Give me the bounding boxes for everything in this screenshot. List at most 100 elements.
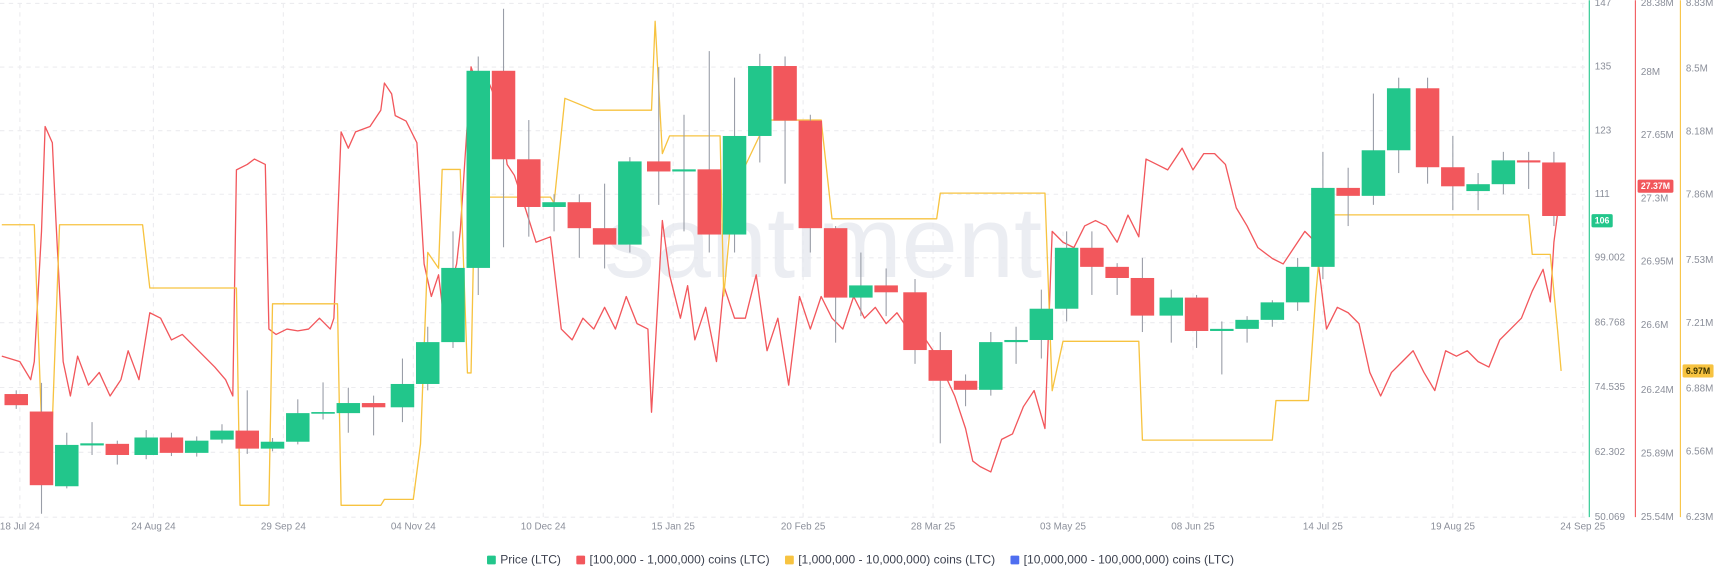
- x-tick-label: 24 Aug 24: [131, 522, 176, 533]
- current-value-marker: [1682, 364, 1714, 378]
- y-tick-label: 62.302: [1595, 447, 1625, 458]
- y-tick-label: 27.65M: [1641, 130, 1674, 141]
- candle-body: [1260, 302, 1285, 320]
- candle-body: [903, 292, 927, 351]
- y-tick-label: 86.768: [1595, 317, 1626, 328]
- candle-body: [134, 437, 158, 455]
- candle-body: [491, 70, 516, 160]
- candle-body: [672, 169, 696, 172]
- current-badge: 106: [1591, 214, 1613, 228]
- candle-body: [517, 159, 541, 207]
- candle-body: [1542, 162, 1566, 216]
- y-tick-label: 74.535: [1595, 382, 1626, 393]
- y-tick-label: 27.3M: [1641, 193, 1668, 204]
- candle-body: [773, 66, 797, 121]
- y-tick-label: 123: [1595, 125, 1612, 136]
- candle-body: [441, 267, 465, 343]
- current-value-label: 106: [1595, 216, 1610, 226]
- candle-body: [311, 412, 335, 414]
- candle-body: [1130, 277, 1155, 316]
- x-tick-label: 14 Jul 25: [1303, 522, 1344, 533]
- candle-body: [159, 437, 184, 453]
- candle-body: [928, 350, 953, 381]
- current-value-label: 27.37M: [1641, 181, 1670, 191]
- legend-label: Price (LTC): [500, 553, 561, 567]
- legend-swatch: [1010, 555, 1020, 565]
- x-tick-label: 29 Sep 24: [261, 522, 306, 533]
- candle-body: [567, 202, 592, 229]
- y-tick-label: 50.069: [1595, 512, 1626, 523]
- candle-body: [1029, 308, 1054, 340]
- legend: Price (LTC) [100,000 - 1,000,000) coins (…: [487, 553, 1234, 567]
- x-tick-label: 08 Jun 25: [1171, 522, 1215, 533]
- candle-body: [1311, 187, 1335, 267]
- y-tick-label: 6.23M: [1686, 512, 1713, 523]
- candle-body: [466, 70, 491, 268]
- y-tick-label: 111: [1595, 189, 1610, 200]
- candle-body: [1054, 247, 1079, 309]
- candle-body: [361, 403, 386, 408]
- y-tick-label: 28.38M: [1641, 0, 1674, 9]
- candle-body: [1210, 328, 1234, 331]
- y-tick-label: 135: [1595, 62, 1612, 73]
- current-badge: 27.37M: [1637, 179, 1674, 193]
- current-badge: 6.97M: [1682, 364, 1714, 378]
- candle-body: [618, 161, 642, 245]
- candle-body: [415, 342, 440, 384]
- current-value-label: 6.97M: [1686, 366, 1710, 376]
- y-tick-label: 25.89M: [1641, 448, 1674, 459]
- y-tick-label: 6.88M: [1686, 383, 1713, 394]
- candle-body: [1004, 339, 1028, 343]
- y-tick-label: 7.53M: [1686, 255, 1713, 266]
- candle-body: [1491, 160, 1516, 185]
- y-tick-label: 8.83M: [1686, 0, 1713, 9]
- candle-body: [1159, 297, 1184, 316]
- y-tick-label: 6.56M: [1686, 447, 1713, 458]
- candle-body: [390, 383, 415, 408]
- y-tick-label: 147: [1595, 0, 1611, 9]
- candle-body: [1386, 88, 1411, 151]
- candle-body: [336, 403, 361, 414]
- candle-body: [80, 443, 104, 446]
- candle-body: [592, 228, 617, 245]
- x-tick-label: 03 May 25: [1040, 522, 1087, 533]
- x-tick-label: 10 Dec 24: [521, 522, 566, 533]
- y-tick-label: 26.24M: [1641, 385, 1674, 396]
- candle-body: [1336, 187, 1360, 196]
- y-tick-label: 28M: [1641, 67, 1660, 78]
- candle-body: [1184, 297, 1209, 331]
- candle-body: [286, 413, 310, 442]
- x-tick-label: 18 Jul 24: [0, 522, 40, 533]
- x-tick-label: 19 Aug 25: [1431, 522, 1476, 533]
- y-tick-label: 26.6M: [1641, 320, 1668, 331]
- current-value-marker: [1591, 214, 1613, 228]
- x-tick-label: 04 Nov 24: [391, 522, 436, 533]
- candle-body: [953, 380, 978, 390]
- candle-body: [849, 285, 873, 298]
- x-tick-label: 24 Sep 25: [1560, 522, 1605, 533]
- x-tick-label: 15 Jan 25: [652, 522, 696, 533]
- candle-body: [210, 430, 234, 440]
- candle-body: [697, 169, 722, 235]
- current-value-marker: [1637, 179, 1674, 193]
- candle-body: [1441, 167, 1465, 187]
- candle-body: [874, 285, 898, 293]
- y-tick-label: 8.18M: [1686, 127, 1713, 138]
- candle-body: [1285, 266, 1310, 303]
- candle-body: [1466, 184, 1490, 192]
- candle-body: [646, 161, 671, 172]
- y-tick-label: 8.5M: [1686, 63, 1708, 74]
- candle-body: [1080, 247, 1104, 267]
- candle-body: [979, 342, 1003, 390]
- legend-label: [10,000,000 - 100,000,000) coins (LTC): [1024, 553, 1234, 567]
- candle-body: [105, 443, 130, 455]
- x-tick-label: 28 Mar 25: [911, 522, 956, 533]
- y-tick-label: 7.86M: [1686, 190, 1713, 201]
- candle-body: [260, 441, 285, 449]
- legend-swatch: [785, 555, 794, 565]
- legend-swatch: [576, 555, 586, 565]
- candle-body: [722, 135, 747, 235]
- x-tick-label: 20 Feb 25: [781, 522, 826, 533]
